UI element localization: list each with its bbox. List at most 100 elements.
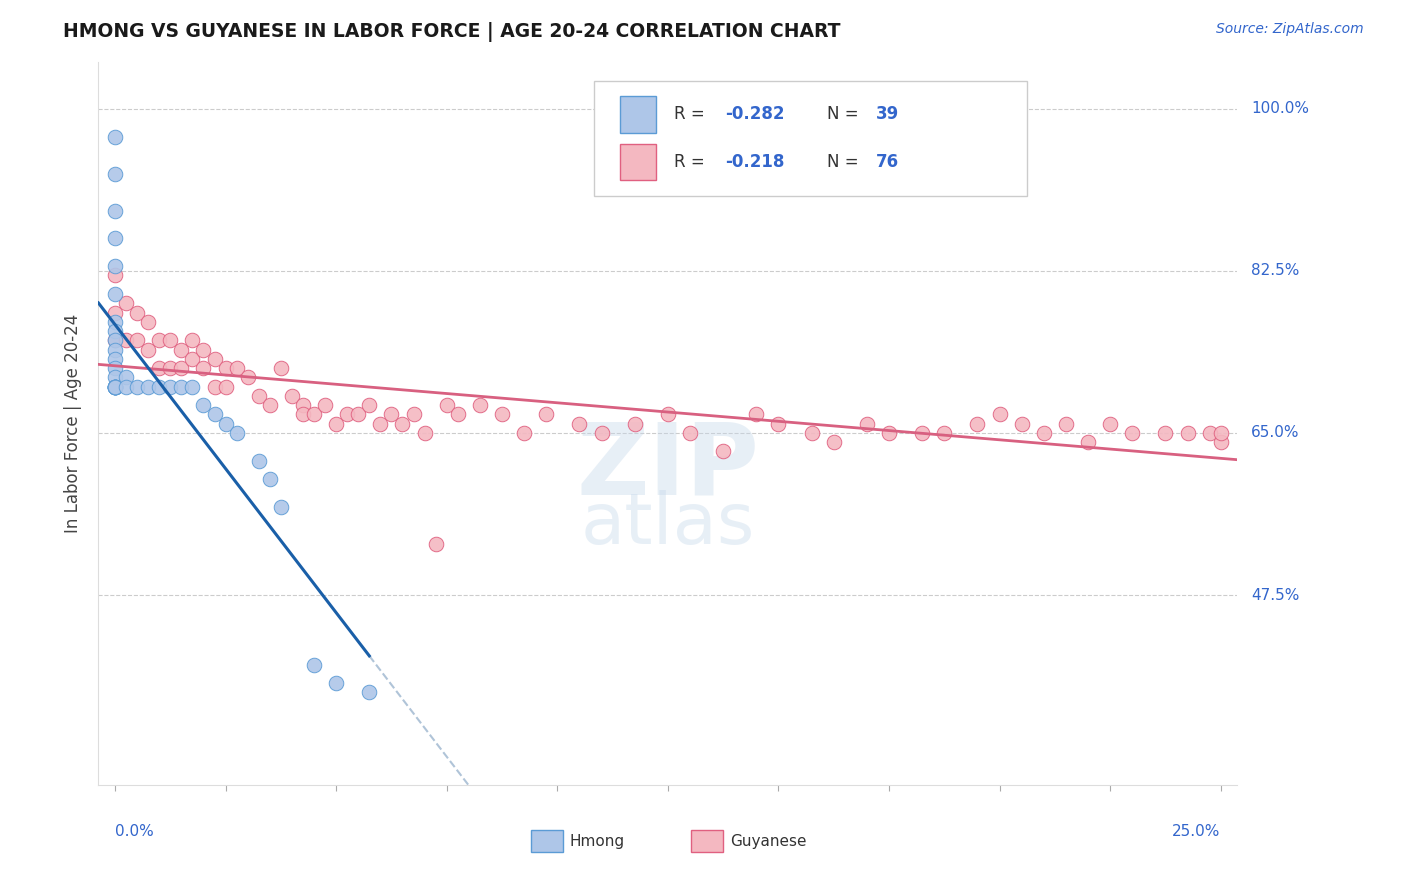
Text: 47.5%: 47.5% xyxy=(1251,588,1299,603)
Text: 65.0%: 65.0% xyxy=(1251,425,1299,441)
Point xyxy=(247,454,270,468)
Point xyxy=(136,379,159,393)
Text: HMONG VS GUYANESE IN LABOR FORCE | AGE 20-24 CORRELATION CHART: HMONG VS GUYANESE IN LABOR FORCE | AGE 2… xyxy=(63,22,841,42)
Point xyxy=(447,408,470,422)
FancyBboxPatch shape xyxy=(531,830,562,852)
Point xyxy=(513,425,536,440)
Point xyxy=(104,334,127,348)
Point xyxy=(270,500,292,514)
Text: 39: 39 xyxy=(876,105,900,123)
Point xyxy=(225,425,247,440)
Point xyxy=(148,361,170,376)
Point xyxy=(136,343,159,357)
Point xyxy=(259,398,281,412)
Point xyxy=(302,408,325,422)
Point xyxy=(104,379,127,393)
Point xyxy=(104,268,127,283)
Point xyxy=(657,408,679,422)
Point xyxy=(115,334,138,348)
Point xyxy=(104,379,127,393)
Point xyxy=(1209,435,1232,450)
Point xyxy=(591,425,613,440)
Point xyxy=(623,417,645,431)
Point xyxy=(104,305,127,319)
Point xyxy=(877,425,900,440)
Point xyxy=(436,398,458,412)
Point xyxy=(856,417,879,431)
Point xyxy=(413,425,436,440)
FancyBboxPatch shape xyxy=(690,830,723,852)
Point xyxy=(325,676,347,690)
Point xyxy=(259,472,281,486)
Point xyxy=(1209,425,1232,440)
Point xyxy=(104,315,127,329)
Point xyxy=(236,370,259,384)
Point xyxy=(911,425,934,440)
Point xyxy=(302,657,325,672)
Point xyxy=(181,351,204,366)
Point xyxy=(193,361,215,376)
Point xyxy=(745,408,768,422)
Point xyxy=(204,351,226,366)
Point xyxy=(104,231,127,245)
Y-axis label: In Labor Force | Age 20-24: In Labor Force | Age 20-24 xyxy=(63,314,82,533)
Point xyxy=(336,408,359,422)
Point xyxy=(170,379,193,393)
Point xyxy=(402,408,425,422)
Point xyxy=(291,398,314,412)
Point xyxy=(1154,425,1177,440)
Point xyxy=(104,203,127,218)
Point xyxy=(193,343,215,357)
Point xyxy=(1099,417,1122,431)
Text: -0.218: -0.218 xyxy=(725,153,785,171)
Text: -0.282: -0.282 xyxy=(725,105,785,123)
Point xyxy=(359,398,381,412)
Point xyxy=(247,389,270,403)
Point xyxy=(214,361,236,376)
Point xyxy=(104,167,127,181)
Point xyxy=(104,334,127,348)
Point xyxy=(325,417,347,431)
Point xyxy=(159,334,181,348)
Point xyxy=(104,361,127,376)
Point xyxy=(104,129,127,144)
Point xyxy=(214,417,236,431)
Text: R =: R = xyxy=(673,105,710,123)
Point xyxy=(104,370,127,384)
Point xyxy=(1198,425,1220,440)
Point xyxy=(115,379,138,393)
Point xyxy=(104,379,127,393)
Point xyxy=(370,417,392,431)
Point xyxy=(115,370,138,384)
Point xyxy=(314,398,336,412)
Point xyxy=(104,379,127,393)
Text: Hmong: Hmong xyxy=(569,834,626,849)
Point xyxy=(148,379,170,393)
Point xyxy=(1177,425,1199,440)
Point xyxy=(270,361,292,376)
Text: 100.0%: 100.0% xyxy=(1251,102,1309,116)
Point xyxy=(679,425,702,440)
Point xyxy=(104,379,127,393)
FancyBboxPatch shape xyxy=(620,96,657,133)
Point xyxy=(359,685,381,699)
Point xyxy=(1011,417,1033,431)
Point xyxy=(127,305,149,319)
Point xyxy=(768,417,790,431)
FancyBboxPatch shape xyxy=(620,145,657,180)
Point xyxy=(204,379,226,393)
Point xyxy=(214,379,236,393)
Text: Source: ZipAtlas.com: Source: ZipAtlas.com xyxy=(1216,22,1364,37)
Text: atlas: atlas xyxy=(581,491,755,559)
Point xyxy=(104,343,127,357)
Point xyxy=(291,408,314,422)
Text: N =: N = xyxy=(827,105,865,123)
Point xyxy=(491,408,513,422)
Point xyxy=(391,417,413,431)
Point xyxy=(104,287,127,301)
Point xyxy=(568,417,591,431)
Point xyxy=(104,324,127,338)
Text: 82.5%: 82.5% xyxy=(1251,263,1299,278)
Point xyxy=(281,389,304,403)
Point xyxy=(1121,425,1143,440)
